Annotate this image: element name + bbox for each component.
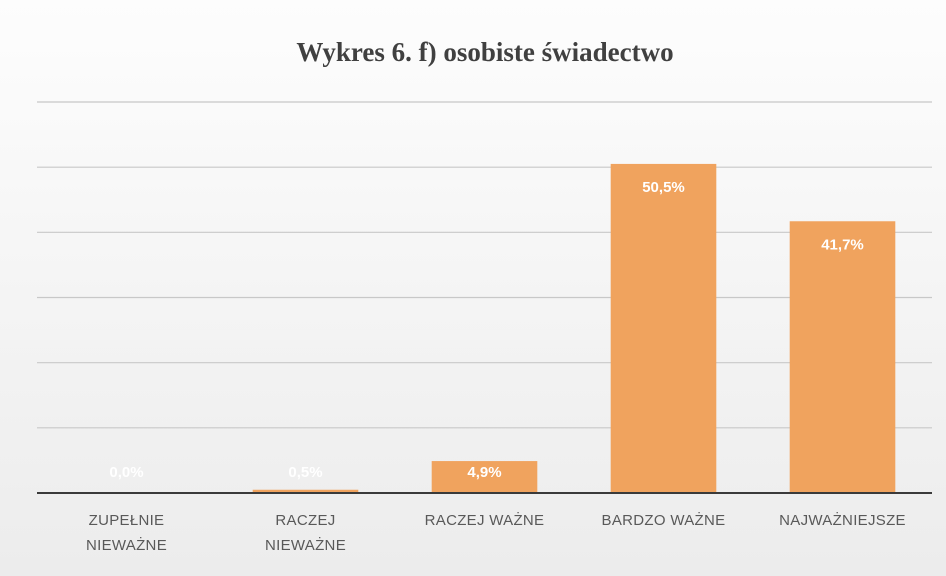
bar — [789, 221, 896, 493]
chart-title: Wykres 6. f) osobiste świadectwo — [296, 37, 673, 67]
bar — [252, 489, 359, 493]
value-label: 41,7% — [821, 236, 864, 253]
value-label: 50,5% — [642, 179, 685, 196]
value-label: 4,9% — [467, 464, 501, 481]
bar — [431, 461, 538, 493]
x-tick-label: RACZEJ WAŻNE — [424, 512, 545, 529]
value-label: 0,5% — [288, 464, 322, 481]
x-tick-label: RACZEJ NIEWAŻNE — [264, 512, 346, 554]
bar — [610, 163, 717, 494]
x-tick-label: ZUPEŁNIE NIEWAŻNE — [85, 512, 167, 554]
x-tick-label: BARDZO WAŻNE — [601, 512, 726, 529]
x-tick-label: NAJWAŻNIEJSZE — [779, 512, 906, 529]
value-label: 0,0% — [109, 464, 143, 481]
